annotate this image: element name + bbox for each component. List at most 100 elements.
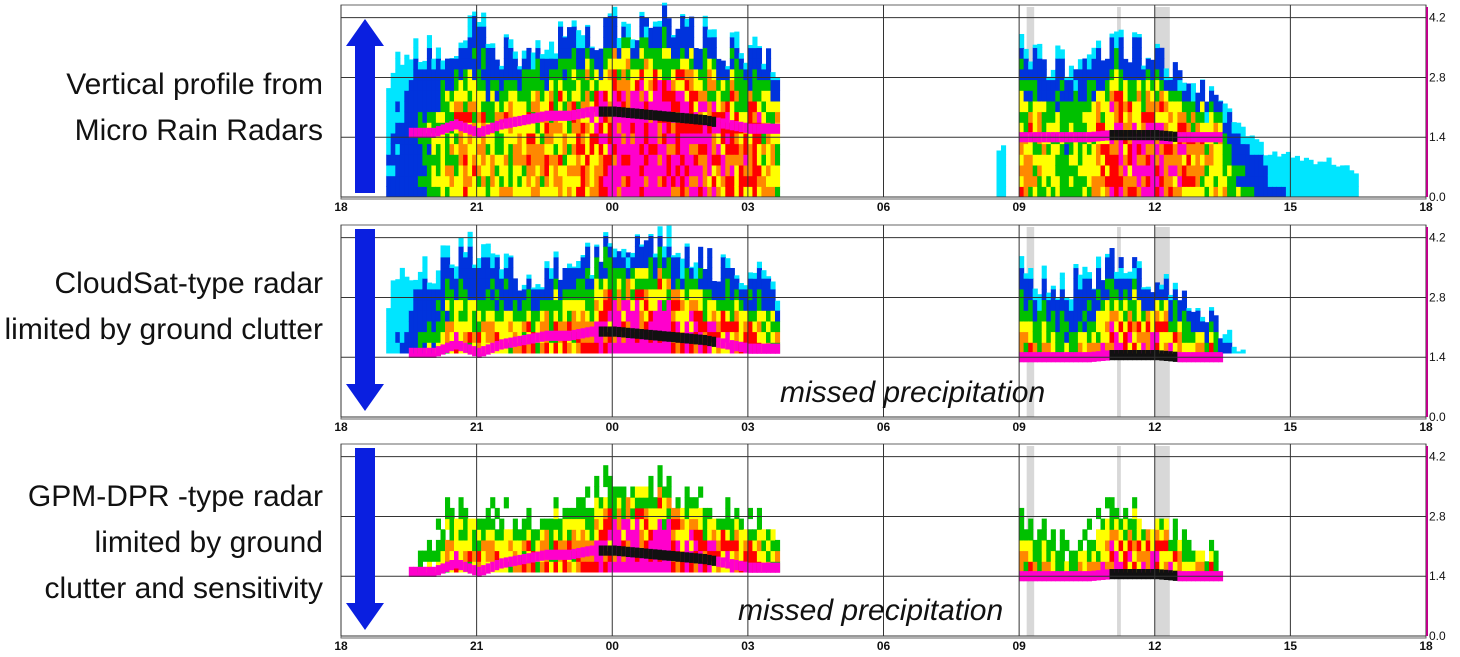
echo-cell xyxy=(494,111,500,123)
echo-cell xyxy=(549,278,555,290)
bright-band-cell xyxy=(467,124,473,135)
bright-band-cell xyxy=(1100,569,1106,580)
echo-cell xyxy=(530,68,536,81)
echo-cell xyxy=(472,165,478,177)
echo-cell xyxy=(386,186,392,198)
echo-cell xyxy=(680,15,686,27)
echo-column xyxy=(1041,265,1047,363)
echo-column xyxy=(639,486,645,573)
echo-cell xyxy=(399,68,405,81)
echo-cell xyxy=(1159,320,1165,333)
echo-column xyxy=(499,269,505,354)
echo-cell xyxy=(1109,36,1115,49)
echo-cell xyxy=(539,143,545,155)
echo-cell xyxy=(512,79,518,91)
echo-cell xyxy=(1077,59,1083,70)
echo-cell xyxy=(567,342,573,354)
echo-cell xyxy=(652,58,658,70)
echo-cell xyxy=(390,288,396,301)
echo-cell xyxy=(634,518,640,530)
echo-cell xyxy=(1073,122,1079,134)
echo-cell xyxy=(1050,154,1056,166)
echo-cell xyxy=(1195,143,1201,155)
echo-cell xyxy=(1227,122,1233,134)
echo-column xyxy=(1204,322,1210,363)
x-tick-label: 18 xyxy=(1419,639,1433,653)
echo-cell xyxy=(454,518,460,530)
echo-cell xyxy=(1109,33,1115,38)
bright-band-cell xyxy=(1154,350,1160,361)
echo-cell xyxy=(643,36,649,49)
echo-cell xyxy=(1172,518,1178,530)
echo-column xyxy=(607,475,613,573)
echo-cell xyxy=(467,143,473,155)
echo-cell xyxy=(612,550,618,562)
bright-band-cell xyxy=(639,548,645,559)
echo-cell xyxy=(399,122,405,134)
x-tick-label: 06 xyxy=(877,639,891,653)
echo-cell xyxy=(467,331,473,343)
echo-cell xyxy=(603,132,609,145)
bright-band-cell xyxy=(720,557,726,568)
echo-column xyxy=(612,486,618,573)
echo-column xyxy=(481,244,487,357)
echo-cell xyxy=(526,132,532,145)
echo-column xyxy=(535,284,541,354)
echo-cell xyxy=(1290,175,1296,187)
echo-cell xyxy=(738,283,744,290)
echo-cell xyxy=(1059,550,1065,562)
echo-cell xyxy=(467,111,473,123)
echo-cell xyxy=(535,79,541,91)
echo-cell xyxy=(639,11,645,16)
echo-cell xyxy=(499,79,505,91)
echo-cell xyxy=(639,244,645,247)
echo-cell xyxy=(481,68,487,81)
echo-cell xyxy=(652,342,658,354)
echo-cell xyxy=(422,90,428,102)
echo-cell xyxy=(431,299,437,311)
echo-cell xyxy=(1127,550,1133,562)
bright-band-cell xyxy=(1145,130,1151,141)
echo-cell xyxy=(580,529,586,541)
echo-cell xyxy=(1335,186,1341,198)
echo-cell xyxy=(743,111,749,123)
echo-cell xyxy=(1096,310,1102,322)
echo-cell xyxy=(1086,68,1092,81)
echo-cell xyxy=(458,529,464,541)
echo-cell xyxy=(1272,175,1278,187)
echo-cell xyxy=(1100,561,1106,573)
echo-cell xyxy=(634,256,640,269)
echo-column xyxy=(675,497,681,573)
echo-column xyxy=(1163,274,1169,361)
echo-cell xyxy=(454,331,460,343)
echo-cell xyxy=(698,529,704,541)
echo-cell xyxy=(1299,160,1305,166)
echo-cell xyxy=(666,143,672,155)
x-tick-label: 00 xyxy=(606,639,620,653)
echo-cell xyxy=(490,100,496,113)
echo-cell xyxy=(1159,111,1165,123)
bright-band-cell xyxy=(1096,131,1102,142)
echo-column xyxy=(652,497,658,573)
bright-band-cell xyxy=(657,110,663,121)
echo-column xyxy=(684,18,690,198)
echo-cell xyxy=(589,186,595,198)
echo-cell xyxy=(1105,165,1111,177)
echo-cell xyxy=(652,278,658,290)
echo-cell xyxy=(766,132,772,145)
echo-cell xyxy=(666,186,672,198)
echo-cell xyxy=(761,320,767,333)
echo-cell xyxy=(702,320,708,333)
bright-band-cell xyxy=(508,556,514,567)
echo-cell xyxy=(594,58,600,70)
echo-cell xyxy=(1096,68,1102,81)
echo-column xyxy=(1100,60,1106,198)
echo-cell xyxy=(417,550,423,562)
echo-column xyxy=(648,475,654,573)
echo-cell xyxy=(1109,186,1115,198)
echo-column xyxy=(1317,161,1323,198)
echo-cell xyxy=(1109,122,1115,134)
echo-cell xyxy=(698,58,704,70)
echo-cell xyxy=(1073,100,1079,113)
echo-cell xyxy=(671,256,677,269)
